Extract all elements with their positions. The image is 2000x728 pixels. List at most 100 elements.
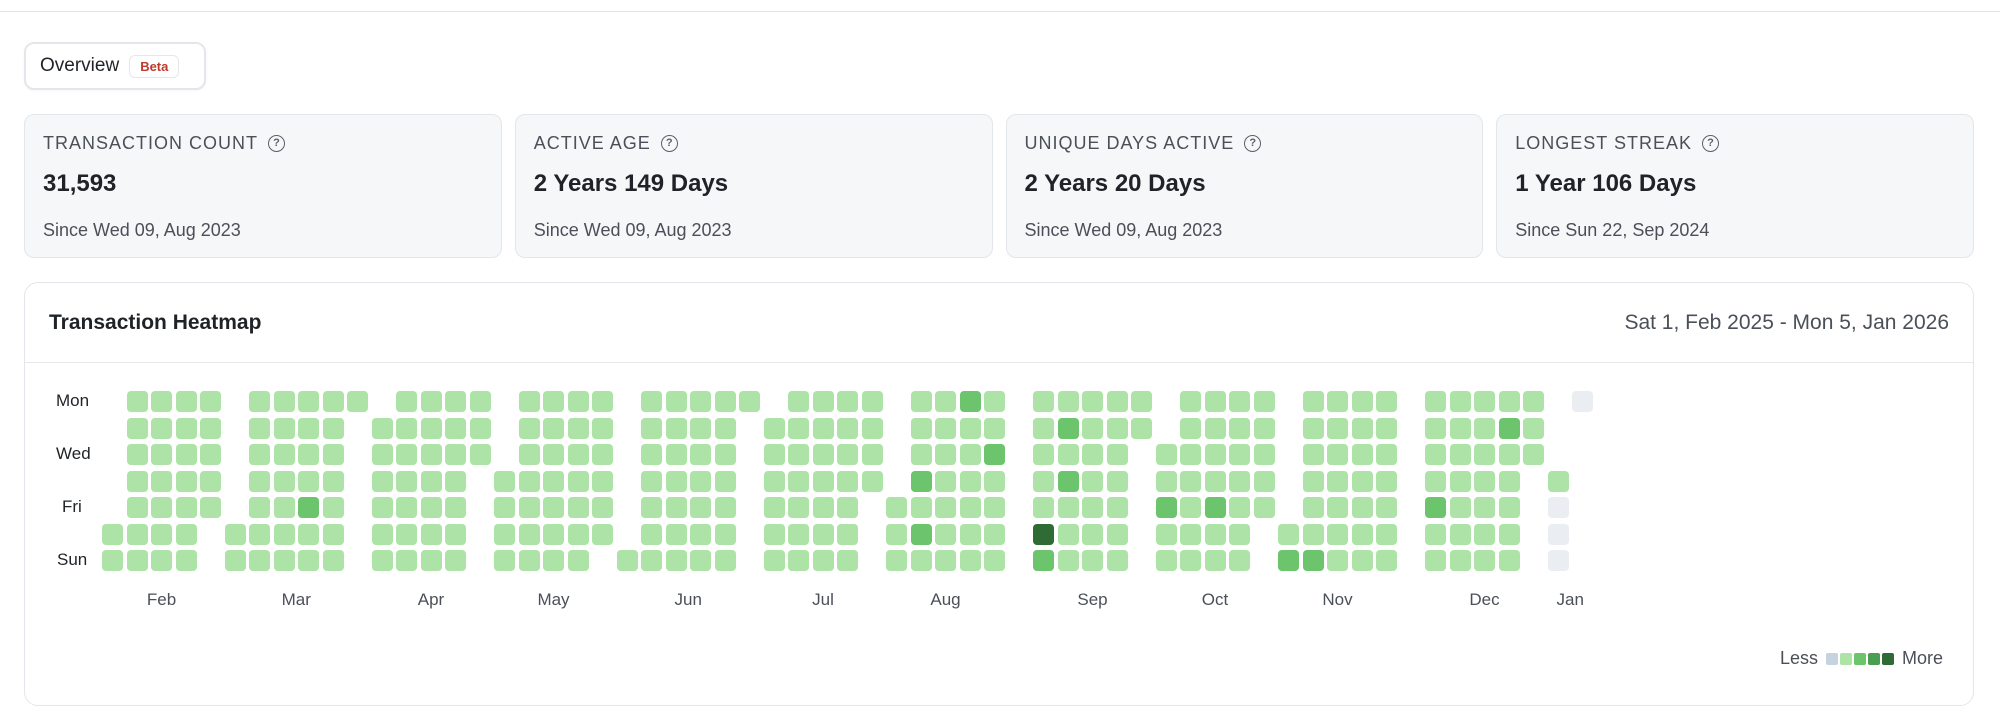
heatmap-cell[interactable] — [1327, 417, 1348, 439]
heatmap-cell[interactable] — [641, 523, 662, 545]
heatmap-cell[interactable] — [665, 417, 687, 439]
heatmap-cell[interactable] — [200, 497, 221, 518]
heatmap-cell[interactable] — [788, 523, 809, 545]
heatmap-cell[interactable] — [1180, 444, 1201, 465]
heatmap-cell[interactable] — [298, 550, 319, 571]
heatmap-cell[interactable] — [445, 470, 466, 492]
heatmap-cell[interactable] — [1229, 523, 1250, 545]
heatmap-cell[interactable] — [1425, 470, 1446, 492]
heatmap-cell[interactable] — [1376, 497, 1397, 518]
heatmap-cell[interactable] — [1057, 444, 1079, 465]
heatmap-cell[interactable] — [984, 391, 1005, 412]
heatmap-cell[interactable] — [714, 470, 736, 492]
heatmap-cell[interactable] — [518, 391, 540, 412]
heatmap-cell[interactable] — [494, 470, 515, 492]
heatmap-cell[interactable] — [175, 523, 197, 545]
heatmap-cell[interactable] — [1474, 444, 1495, 465]
heatmap-cell[interactable] — [910, 444, 932, 465]
heatmap-cell[interactable] — [592, 391, 613, 412]
heatmap-cell[interactable] — [543, 391, 564, 412]
heatmap-cell[interactable] — [249, 417, 270, 439]
heatmap-cell[interactable] — [812, 444, 834, 465]
heatmap-cell[interactable] — [175, 417, 197, 439]
heatmap-cell[interactable] — [273, 523, 295, 545]
heatmap-cell[interactable] — [567, 497, 589, 518]
heatmap-cell[interactable] — [910, 550, 932, 571]
heatmap-cell[interactable] — [1327, 444, 1348, 465]
heatmap-cell[interactable] — [567, 550, 589, 571]
heatmap-cell[interactable] — [322, 550, 344, 571]
help-icon[interactable]: ? — [660, 135, 678, 152]
heatmap-cell[interactable] — [543, 417, 564, 439]
heatmap-cell[interactable] — [714, 550, 736, 571]
heatmap-cell[interactable] — [1547, 470, 1569, 492]
heatmap-cell[interactable] — [469, 444, 491, 465]
heatmap-cell[interactable] — [861, 444, 883, 465]
heatmap-cell[interactable] — [1302, 417, 1324, 439]
heatmap-cell[interactable] — [1327, 550, 1348, 571]
heatmap-cell[interactable] — [543, 497, 564, 518]
heatmap-cell[interactable] — [1376, 470, 1397, 492]
heatmap-cell[interactable] — [1106, 497, 1128, 518]
heatmap-cell[interactable] — [959, 497, 981, 518]
heatmap-cell[interactable] — [1033, 417, 1054, 439]
heatmap-cell[interactable] — [1082, 550, 1103, 571]
heatmap-cell[interactable] — [1057, 391, 1079, 412]
heatmap-cell[interactable] — [1449, 417, 1471, 439]
heatmap-cell[interactable] — [200, 417, 221, 439]
heatmap-cell[interactable] — [298, 470, 319, 492]
heatmap-cell[interactable] — [1204, 523, 1226, 545]
heatmap-cell[interactable] — [1376, 391, 1397, 412]
heatmap-cell[interactable] — [1327, 470, 1348, 492]
heatmap-cell[interactable] — [935, 444, 956, 465]
heatmap-cell[interactable] — [567, 444, 589, 465]
heatmap-cell[interactable] — [812, 523, 834, 545]
heatmap-cell[interactable] — [984, 523, 1005, 545]
heatmap-cell[interactable] — [984, 550, 1005, 571]
heatmap-cell[interactable] — [543, 523, 564, 545]
heatmap-cell[interactable] — [1082, 523, 1103, 545]
heatmap-cell[interactable] — [886, 523, 907, 545]
heatmap-cell[interactable] — [1474, 550, 1495, 571]
heatmap-cell[interactable] — [1498, 523, 1520, 545]
heatmap-cell[interactable] — [959, 391, 981, 412]
heatmap-cell[interactable] — [763, 497, 785, 518]
heatmap-cell[interactable] — [445, 523, 466, 545]
heatmap-cell[interactable] — [1351, 391, 1373, 412]
heatmap-cell[interactable] — [371, 470, 393, 492]
heatmap-cell[interactable] — [298, 523, 319, 545]
heatmap-cell[interactable] — [347, 391, 368, 412]
heatmap-cell[interactable] — [665, 523, 687, 545]
heatmap-cell[interactable] — [322, 391, 344, 412]
heatmap-cell[interactable] — [298, 444, 319, 465]
heatmap-cell[interactable] — [812, 550, 834, 571]
heatmap-cell[interactable] — [812, 497, 834, 518]
heatmap-cell[interactable] — [1498, 497, 1520, 518]
heatmap-cell[interactable] — [1155, 550, 1177, 571]
heatmap-cell[interactable] — [445, 550, 466, 571]
heatmap-cell[interactable] — [1131, 417, 1152, 439]
heatmap-cell[interactable] — [445, 417, 466, 439]
heatmap-cell[interactable] — [1082, 497, 1103, 518]
heatmap-cell[interactable] — [1229, 444, 1250, 465]
heatmap-cell[interactable] — [518, 417, 540, 439]
heatmap-cell[interactable] — [812, 470, 834, 492]
heatmap-cell[interactable] — [861, 470, 883, 492]
heatmap-cell[interactable] — [1106, 417, 1128, 439]
heatmap-cell[interactable] — [837, 444, 858, 465]
heatmap-cell[interactable] — [1229, 550, 1250, 571]
heatmap-cell[interactable] — [1425, 417, 1446, 439]
heatmap-cell[interactable] — [592, 497, 613, 518]
help-icon[interactable]: ? — [268, 135, 285, 152]
heatmap-cell[interactable] — [567, 417, 589, 439]
heatmap-cell[interactable] — [665, 444, 687, 465]
heatmap-cell[interactable] — [175, 497, 197, 518]
heatmap-cell[interactable] — [1180, 470, 1201, 492]
heatmap-cell[interactable] — [151, 470, 172, 492]
heatmap-cell[interactable] — [1106, 391, 1128, 412]
heatmap-cell[interactable] — [1351, 497, 1373, 518]
heatmap-cell[interactable] — [592, 417, 613, 439]
heatmap-cell[interactable] — [1033, 391, 1054, 412]
heatmap-cell[interactable] — [567, 391, 589, 412]
heatmap-cell[interactable] — [763, 550, 785, 571]
